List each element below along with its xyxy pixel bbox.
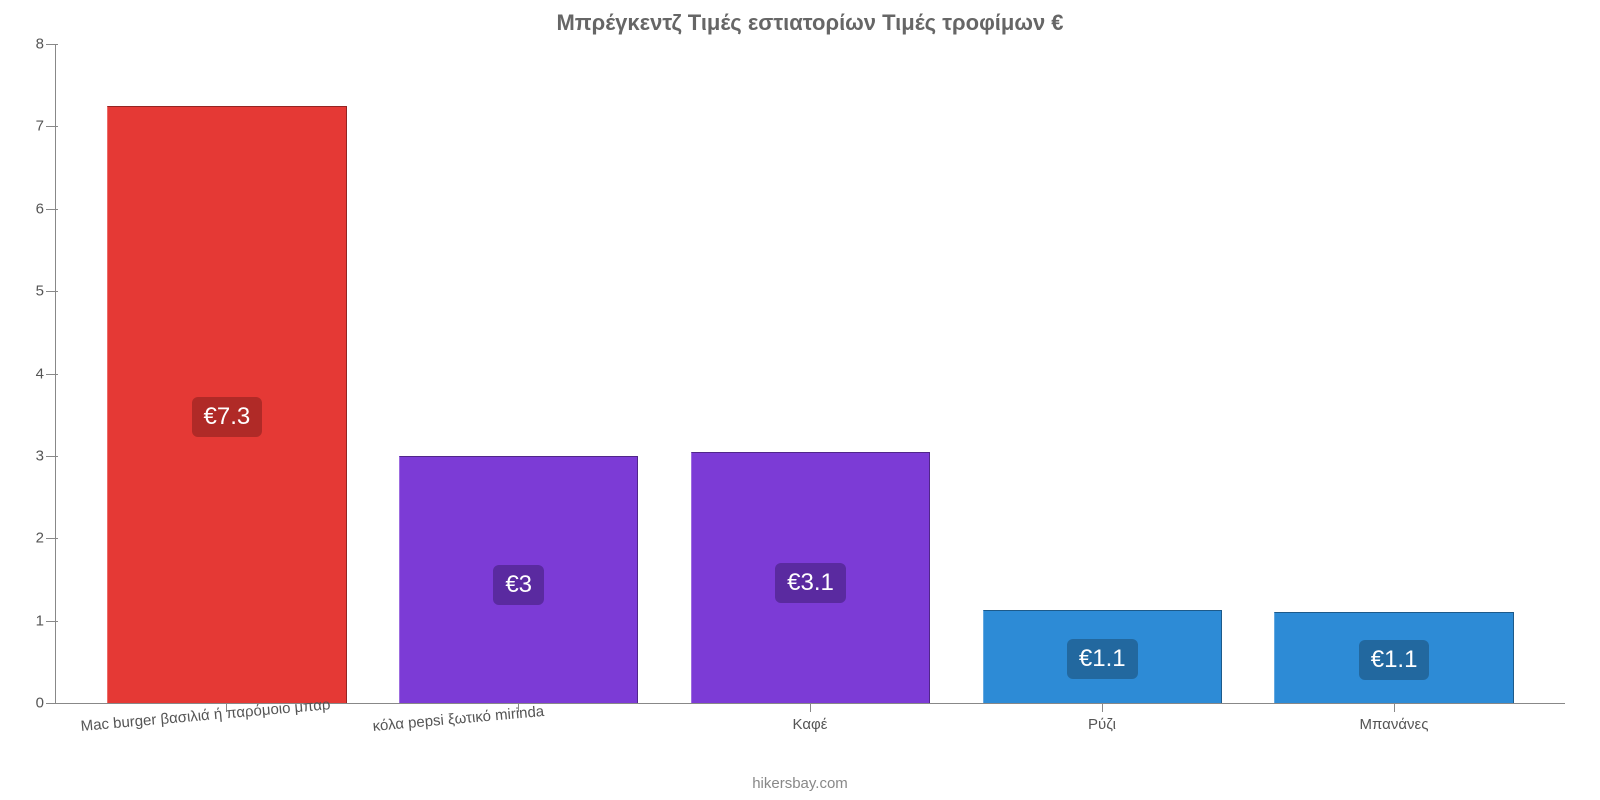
bar: €3.1 (691, 452, 930, 703)
x-tick (1394, 704, 1395, 712)
x-tick-label: κόλα pepsi ξωτικό mirinda (372, 704, 664, 754)
x-axis-labels: Mac burger βασιλιά ή παρόμοιο μπαρκόλα p… (55, 704, 1565, 754)
bars-container: €7.3 €3 €3.1 €1.1 €1.1 (56, 44, 1565, 703)
chart-title: Μπρέγκεντζ Τιμές εστιατορίων Τιμές τροφί… (55, 10, 1565, 36)
y-tick (46, 456, 58, 457)
y-tick-label: 4 (16, 365, 44, 382)
y-tick-label: 0 (16, 695, 44, 712)
x-tick-label: Μπανάνες (1248, 704, 1540, 754)
bar: €1.1 (983, 610, 1222, 703)
x-tick-label: Mac burger βασιλιά ή παρόμοιο μπαρ (80, 704, 372, 754)
bar-column: €3 (373, 44, 665, 703)
y-tick (46, 621, 58, 622)
y-tick (46, 44, 58, 45)
y-tick-label: 6 (16, 200, 44, 217)
x-tick-label: Ρύζι (956, 704, 1248, 754)
bar-column: €7.3 (81, 44, 373, 703)
attribution-text: hikersbay.com (0, 775, 1600, 792)
bar-column: €1.1 (956, 44, 1248, 703)
y-tick (46, 374, 58, 375)
y-tick (46, 126, 58, 127)
bar-value-label: €1.1 (1067, 639, 1138, 679)
bar-value-label: €7.3 (192, 397, 263, 437)
y-tick-label: 8 (16, 36, 44, 53)
y-tick-label: 3 (16, 447, 44, 464)
bar-column: €1.1 (1248, 44, 1540, 703)
y-tick-label: 5 (16, 283, 44, 300)
y-tick (46, 209, 58, 210)
bar-value-label: €3 (493, 565, 544, 605)
bar: €3 (399, 456, 638, 703)
bar: €1.1 (1274, 612, 1513, 703)
y-tick (46, 538, 58, 539)
bar-value-label: €3.1 (775, 563, 846, 603)
plot-area: €7.3€3€3.1€1.1€1.1 012345678 (55, 44, 1565, 704)
bar-value-label: €1.1 (1359, 640, 1430, 680)
y-tick-label: 7 (16, 118, 44, 135)
bar: €7.3 (107, 106, 346, 703)
y-tick-label: 1 (16, 612, 44, 629)
y-tick (46, 291, 58, 292)
x-tick (1102, 704, 1103, 712)
bar-column: €3.1 (665, 44, 957, 703)
bar-chart: Μπρέγκεντζ Τιμές εστιατορίων Τιμές τροφί… (55, 10, 1565, 750)
x-tick-label: Καφέ (664, 704, 956, 754)
x-tick (810, 704, 811, 712)
y-tick-label: 2 (16, 530, 44, 547)
